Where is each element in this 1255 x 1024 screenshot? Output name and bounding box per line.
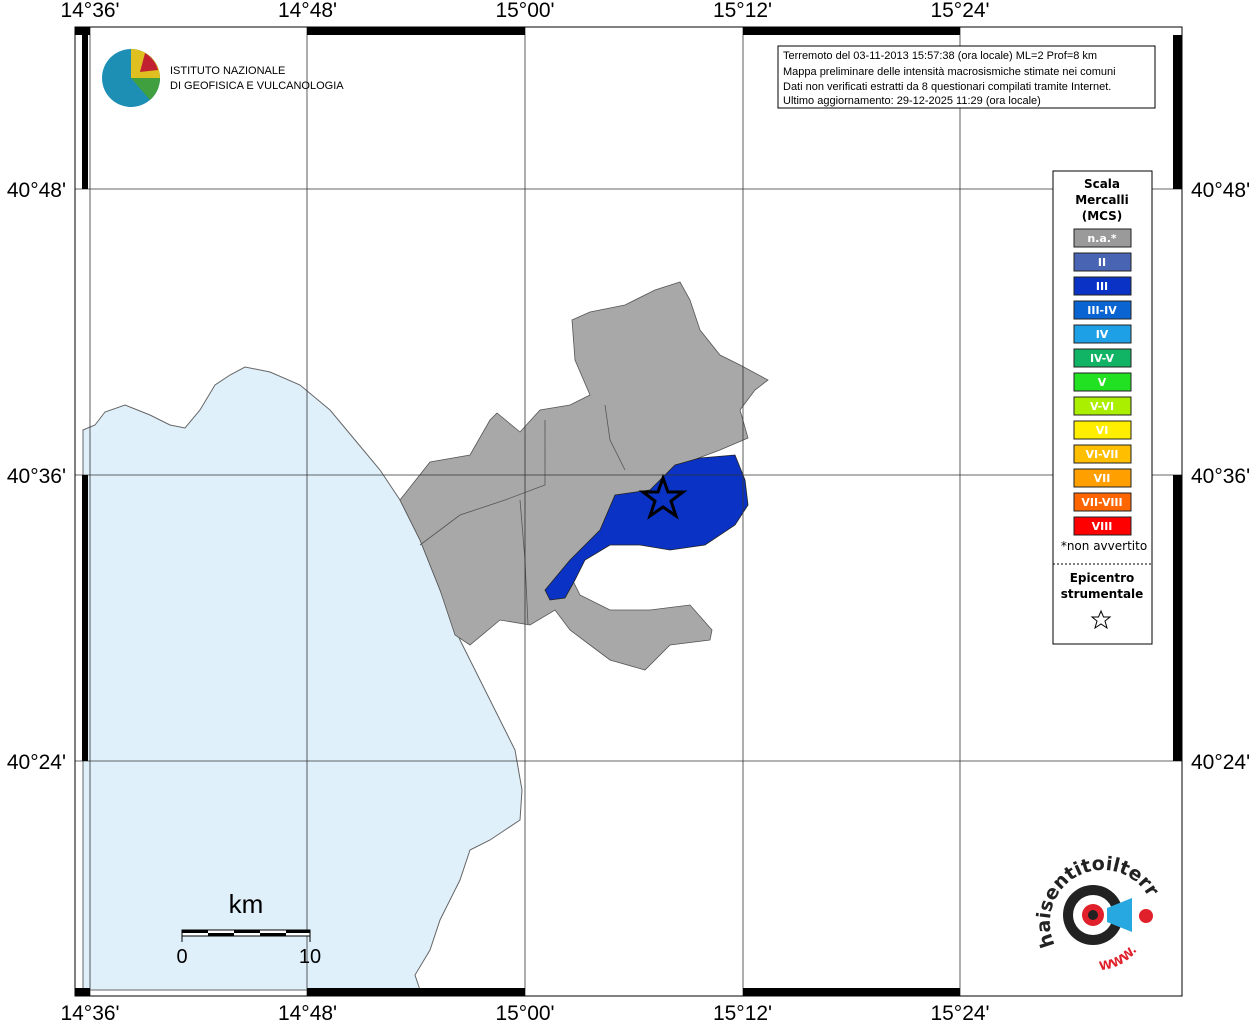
lat-label: 40°24' [1191,751,1250,774]
legend-epicentre: strumentale [1061,587,1144,601]
legend-swatch [1073,396,1132,416]
info-line: Terremoto del 03-11-2013 15:57:38 (ora l… [783,50,1097,62]
legend-label: VI [1096,424,1109,437]
lon-label: 14°36' [60,1002,119,1024]
lon-label: 14°36' [60,0,119,22]
lon-label: 15°12' [713,0,772,22]
municipalities-not-felt [399,281,769,671]
legend-label: VI-VII [1085,448,1118,461]
lon-label: 15°00' [495,1002,554,1024]
lat-label: 40°48' [7,179,66,202]
lat-label: 40°48' [1191,179,1250,202]
legend-title: Scala [1084,177,1120,191]
legend-swatch [1073,372,1132,392]
legend-label: II [1098,256,1106,269]
scale-unit: km [229,889,264,919]
legend-swatch [1073,252,1132,272]
legend-swatch [1073,228,1132,248]
logo-line: DI GEOFISICA E VULCANOLOGIA [170,80,344,92]
legend: ScalaMercalli(MCS)n.a.*IIIIIIII-IVIVIV-V… [1052,170,1153,645]
lat-label: 40°36' [7,465,66,488]
scale-label: 0 [176,946,187,968]
legend-swatch [1073,492,1132,512]
legend-title: Mercalli [1075,193,1129,207]
legend-swatch [1073,516,1132,536]
legend-label: n.a.* [1087,232,1117,245]
legend-star [1090,609,1112,630]
legend-swatch [1073,324,1132,344]
municipality-intensity-iii [544,454,749,601]
legend-swatch [1073,276,1132,296]
legend-note: *non avvertito [1061,539,1147,553]
lon-label: 14°48' [278,1002,337,1024]
legend-swatch [1073,444,1132,464]
legend-swatch [1073,420,1132,440]
legend-label: III-IV [1087,304,1117,317]
lon-label: 15°24' [930,1002,989,1024]
info-line: Mappa preliminare delle intensità macros… [783,66,1116,78]
legend-swatch [1073,300,1132,320]
legend-label: IV [1096,328,1109,341]
frame [74,26,1183,997]
epicentre-star [638,473,688,520]
legend-label: III [1096,280,1108,293]
scale-label: 10 [299,946,321,968]
legend-label: VII [1094,472,1111,485]
legend-label: V-VI [1090,400,1114,413]
legend-swatch [1073,468,1132,488]
info-box: Terremoto del 03-11-2013 15:57:38 (ora l… [777,45,1156,109]
legend-swatch [1073,348,1132,368]
lon-label: 15°24' [930,0,989,22]
legend-label: V [1098,376,1107,389]
ingv-logo: ISTITUTO NAZIONALE DI GEOFISICA E VULCAN… [102,49,344,107]
lon-label: 14°48' [278,0,337,22]
legend-label: IV-V [1090,352,1115,365]
info-line: Ultimo aggiornamento: 29-12-2025 11:29 (… [783,95,1041,107]
logo-line: ISTITUTO NAZIONALE [170,65,285,77]
info-line: Dati non verificati estratti da 8 questi… [783,81,1111,93]
legend-label: VII-VIII [1081,496,1122,509]
lon-label: 15°00' [495,0,554,22]
axis-labels: 14°36' 14°48' 15°00' 15°12' 15°24' 14°36' 14°4… [7,0,1250,1024]
lat-label: 40°36' [1191,465,1250,488]
lat-label: 40°24' [7,751,66,774]
legend-label: VIII [1092,520,1113,533]
scale-bar: km 0 10 [176,889,321,968]
lon-label: 15°12' [713,1002,772,1024]
legend-epicentre: Epicentro [1070,571,1135,585]
legend-title: (MCS) [1082,209,1123,223]
graticule [75,27,1182,996]
